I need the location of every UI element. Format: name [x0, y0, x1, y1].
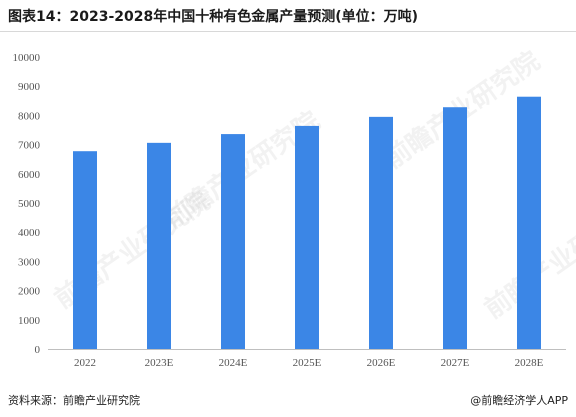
x-axis-tick-labels: 2022 2023E 2024E 2025E 2026E 2027E 2028E: [74, 357, 544, 369]
y-tick-label: 6000: [18, 169, 41, 181]
y-tick-label: 0: [35, 344, 41, 356]
y-tick-label: 9000: [18, 81, 41, 93]
title-divider: [0, 31, 576, 32]
source-note: 资料来源：前瞻产业研究院: [8, 394, 140, 407]
y-tick-label: 1000: [18, 315, 41, 327]
y-tick-label: 8000: [18, 110, 41, 122]
y-tick-label: 3000: [18, 256, 41, 268]
bar-2022: [73, 151, 97, 349]
y-tick-label: 10000: [13, 52, 41, 64]
y-tick-label: 4000: [18, 227, 41, 239]
x-tick-label: 2023E: [145, 357, 174, 369]
x-tick-label: 2026E: [367, 357, 396, 369]
bar-2024E: [221, 134, 245, 349]
x-tick-label: 2024E: [219, 357, 248, 369]
bars: [73, 96, 541, 349]
x-tick-label: 2025E: [293, 357, 322, 369]
bar-2028E: [517, 96, 541, 349]
x-tick-label: 2022: [74, 357, 96, 369]
brand-credit: @前瞻经济学人APP: [470, 392, 568, 408]
page-title: 图表14：2023-2028年中国十种有色金属产量预测(单位：万吨): [8, 9, 419, 25]
brand-credit-text: @前瞻经济学人APP: [470, 394, 568, 407]
y-tick-label: 5000: [18, 198, 41, 210]
bar-2023E: [147, 142, 171, 349]
bar-2025E: [295, 125, 319, 349]
bar-2027E: [443, 107, 467, 349]
x-tick-label: 2028E: [515, 357, 544, 369]
y-axis-tick-labels: 0 1000 2000 3000 4000 5000 6000 7000 8000 9000 100…: [13, 52, 41, 356]
x-tick-label: 2027E: [441, 357, 470, 369]
y-tick-label: 2000: [18, 286, 41, 298]
y-tick-label: 7000: [18, 140, 41, 152]
bar-2026E: [369, 116, 393, 349]
